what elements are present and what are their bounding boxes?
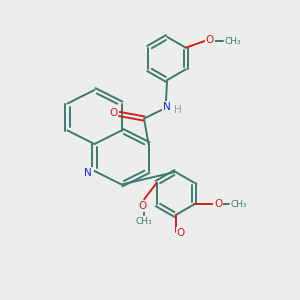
Text: CH₃: CH₃: [136, 217, 152, 226]
Text: O: O: [214, 199, 222, 209]
Text: CH₃: CH₃: [224, 37, 241, 46]
Text: O: O: [109, 107, 118, 118]
Text: CH₃: CH₃: [231, 200, 247, 209]
Text: O: O: [206, 34, 214, 45]
Text: O: O: [177, 228, 185, 238]
Text: O: O: [139, 201, 147, 211]
Text: H: H: [174, 105, 182, 116]
Text: N: N: [163, 101, 171, 112]
Text: N: N: [84, 167, 92, 178]
